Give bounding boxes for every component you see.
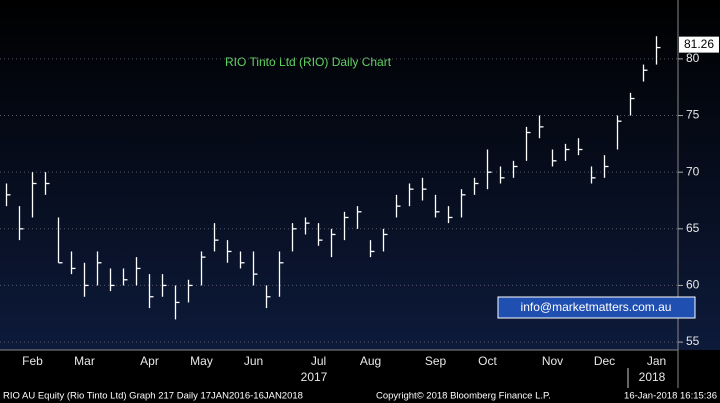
x-tick-label: Nov	[542, 354, 563, 368]
last-price-label: 81.26	[684, 37, 714, 51]
y-tick-label: 65	[686, 221, 700, 235]
last-price-box	[679, 36, 719, 53]
x-tick-label: May	[190, 354, 213, 368]
chart-title: RIO Tinto Ltd (RIO) Daily Chart	[225, 55, 392, 69]
x-tick-label: Jun	[244, 354, 263, 368]
y-tick-label: 70	[686, 164, 700, 178]
x-tick-label: Dec	[594, 354, 615, 368]
footer-right: 16-Jan-2018 16:15:36	[624, 391, 717, 402]
y-tick-label: 55	[686, 334, 700, 348]
watermark: info@marketmatters.com.au	[521, 300, 672, 314]
footer-left: RIO AU Equity (Rio Tinto Ltd) Graph 217 …	[3, 391, 303, 402]
watermark-box	[497, 296, 696, 319]
x-tick-label: Jul	[311, 354, 326, 368]
x-tick-label: Mar	[74, 354, 95, 368]
year-label: 2018	[639, 370, 666, 384]
x-axis-background	[0, 350, 720, 388]
x-tick-label: Sep	[425, 354, 447, 368]
x-tick-label: Apr	[140, 354, 159, 368]
y-tick-label: 80	[686, 51, 700, 65]
year-label: 2017	[301, 370, 328, 384]
x-tick-label: Jan	[647, 354, 666, 368]
footer-mid: Copyright© 2018 Bloomberg Finance L.P.	[376, 391, 551, 402]
footer	[0, 388, 720, 403]
y-tick-label: 60	[686, 278, 700, 292]
x-tick-label: Oct	[478, 354, 497, 368]
x-tick-label: Feb	[22, 354, 43, 368]
plot-background	[0, 0, 720, 350]
x-tick-label: Aug	[360, 354, 381, 368]
y-tick-label: 75	[686, 108, 700, 122]
